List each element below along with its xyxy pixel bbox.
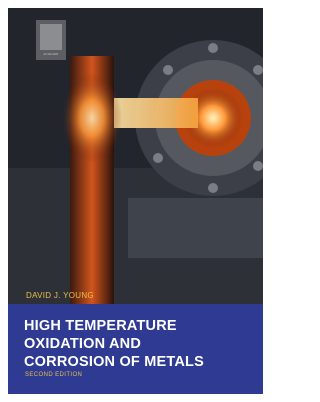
title-line: HIGH TEMPERATURE (24, 318, 177, 334)
edition: SECOND EDITION (25, 372, 82, 378)
publisher-name: ELSEVIER (44, 52, 60, 56)
bracket (128, 198, 263, 258)
title-panel: HIGH TEMPERATURE OXIDATION AND CORROSION… (8, 304, 263, 394)
logo-tree (40, 24, 62, 50)
title-line: CORROSION OF METALS (24, 354, 204, 370)
page: ELSEVIER DAVID J. YOUNG HIGH TEMPERATURE… (0, 0, 271, 402)
cover-photo: ELSEVIER (8, 8, 263, 304)
book-cover: ELSEVIER DAVID J. YOUNG HIGH TEMPERATURE… (8, 8, 263, 394)
publisher-logo: ELSEVIER (36, 20, 66, 60)
author: DAVID J. YOUNG (26, 291, 94, 300)
title-line: OXIDATION AND (24, 336, 141, 352)
rod-glow (62, 73, 122, 163)
